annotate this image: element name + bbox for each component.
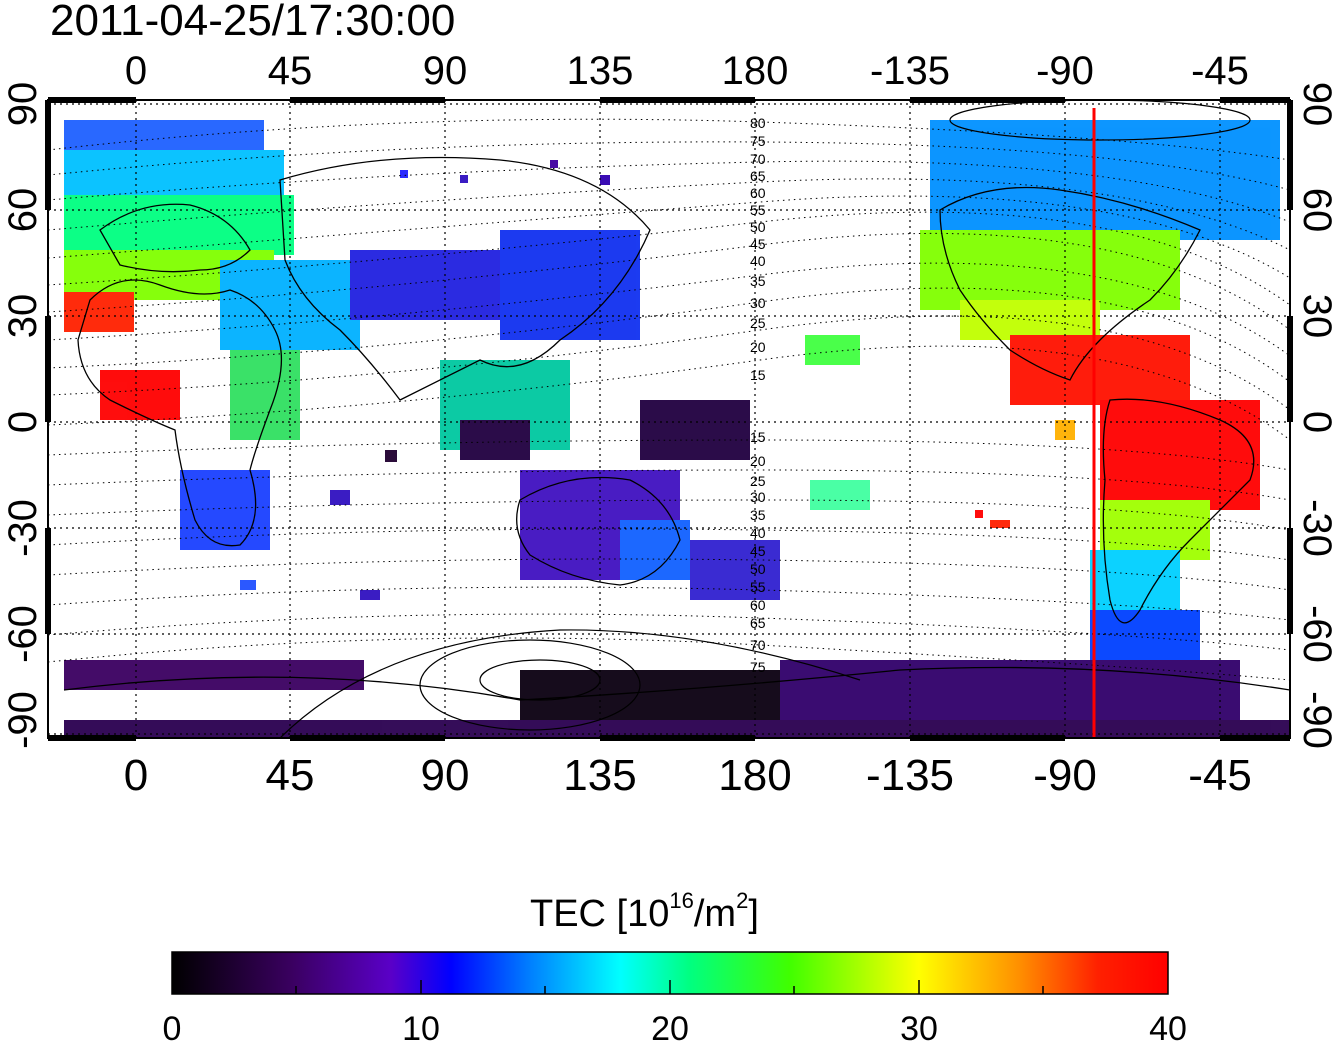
contour-label: 25: [750, 473, 766, 489]
tec-data-layer: [64, 120, 1290, 738]
lat-tick-right: 90: [1295, 82, 1339, 127]
contour-label: 40: [750, 525, 766, 541]
lat-tick-right: 0: [1295, 411, 1339, 433]
colorbar-tick-label: 20: [651, 1010, 689, 1042]
lat-axis-left: 90 60 30 0 -30 -60 -90: [1, 82, 45, 749]
lat-axis-right: 90 60 30 0 -30 -60 -90: [1295, 82, 1339, 749]
contour-labels-south: 15 20 25 30 35 40 45 50 55 60 65 70 75: [750, 429, 766, 675]
lat-tick-right: 30: [1295, 294, 1339, 339]
contour-label: 65: [750, 615, 766, 631]
timestamp-title: 2011-04-25/17:30:00: [50, 0, 456, 45]
contour-label: 30: [750, 489, 766, 505]
frame-ticks: [45, 97, 1293, 741]
lon-tick-top: 180: [722, 49, 789, 93]
contour-label: 25: [750, 315, 766, 331]
contour-label: 60: [750, 597, 766, 613]
lon-tick-top: -135: [870, 49, 950, 93]
graticule: [48, 100, 1290, 738]
contour-labels-north: 80 75 70 65 60 55 50 45 40 35 30 25 20 1…: [750, 115, 766, 383]
contour-label: 50: [750, 561, 766, 577]
contour-label: 30: [750, 295, 766, 311]
lon-tick-top: -90: [1036, 49, 1094, 93]
lat-tick-left: -30: [1, 499, 45, 557]
colorbar-tick-label: 30: [900, 1010, 938, 1042]
lon-tick-top: 0: [125, 49, 147, 93]
contour-label: 55: [750, 579, 766, 595]
colorbar-tick-label: 40: [1149, 1010, 1187, 1042]
coastlines: [63, 156, 1290, 701]
lat-tick-right: 60: [1295, 188, 1339, 233]
colorbar-title-bracket: ]: [748, 893, 759, 935]
lon-tick-top: -45: [1191, 49, 1249, 93]
colorbar-ticks: [295, 980, 1044, 994]
contour-label: 60: [750, 185, 766, 201]
lon-tick-bottom: 0: [124, 751, 148, 800]
lat-tick-left: -90: [1, 691, 45, 749]
lat-tick-left: -60: [1, 605, 45, 663]
colorbar-tick-label: 10: [402, 1010, 440, 1042]
colorbar-title-exponent: 16: [669, 888, 694, 913]
colorbar-title-text: TEC [10: [530, 893, 670, 935]
contour-label: 50: [750, 219, 766, 235]
polar-contours: [279, 100, 1251, 738]
contour-label: 70: [750, 151, 766, 167]
colorbar-tick-label: 0: [163, 1010, 182, 1042]
lat-tick-left: 90: [1, 82, 45, 127]
lon-tick-bottom: -45: [1188, 751, 1252, 800]
lon-tick-bottom: 180: [718, 751, 791, 800]
lon-tick-bottom: 90: [421, 751, 470, 800]
lon-tick-top: 135: [567, 49, 634, 93]
lat-tick-right: -30: [1295, 499, 1339, 557]
contour-label: 35: [750, 507, 766, 523]
contour-label: 55: [750, 202, 766, 218]
contour-label: 15: [750, 367, 766, 383]
colorbar-title-unit: /m: [693, 893, 737, 935]
colorbar-title: TEC [1016/m2]: [530, 888, 759, 936]
lat-tick-left: 60: [1, 188, 45, 233]
contour-label: 15: [750, 429, 766, 445]
contour-label: 75: [750, 133, 766, 149]
magnetic-contours: [48, 118, 1290, 681]
lon-tick-bottom: 135: [563, 751, 636, 800]
lon-axis-bottom: 0 45 90 135 180 -135 -90 -45: [124, 751, 1252, 800]
contour-label: 70: [750, 637, 766, 653]
tec-map: 0 45 90 135 180 -135 -90 -45 0 45 90 135…: [1, 49, 1339, 800]
colorbar-tick-labels: 0 10 20 30 40: [163, 1010, 1187, 1042]
lon-axis-top: 0 45 90 135 180 -135 -90 -45: [125, 49, 1249, 93]
lon-tick-bottom: -135: [866, 751, 954, 800]
lat-tick-left: 0: [1, 411, 45, 433]
colorbar-gradient: [171, 951, 1169, 995]
lat-tick-right: -90: [1295, 691, 1339, 749]
lon-tick-bottom: 45: [266, 751, 315, 800]
contour-label: 75: [750, 659, 766, 675]
colorbar-title-unit-exponent: 2: [736, 888, 749, 913]
contour-label: 45: [750, 236, 766, 252]
contour-label: 20: [750, 453, 766, 469]
lat-tick-right: -60: [1295, 605, 1339, 663]
contour-label: 35: [750, 273, 766, 289]
lat-tick-left: 30: [1, 294, 45, 339]
contour-label: 65: [750, 168, 766, 184]
contour-label: 45: [750, 543, 766, 559]
lon-tick-top: 90: [423, 49, 468, 93]
lon-tick-bottom: -90: [1033, 751, 1097, 800]
lon-tick-top: 45: [268, 49, 313, 93]
contour-label: 40: [750, 253, 766, 269]
contour-label: 80: [750, 115, 766, 131]
contour-label: 20: [750, 339, 766, 355]
